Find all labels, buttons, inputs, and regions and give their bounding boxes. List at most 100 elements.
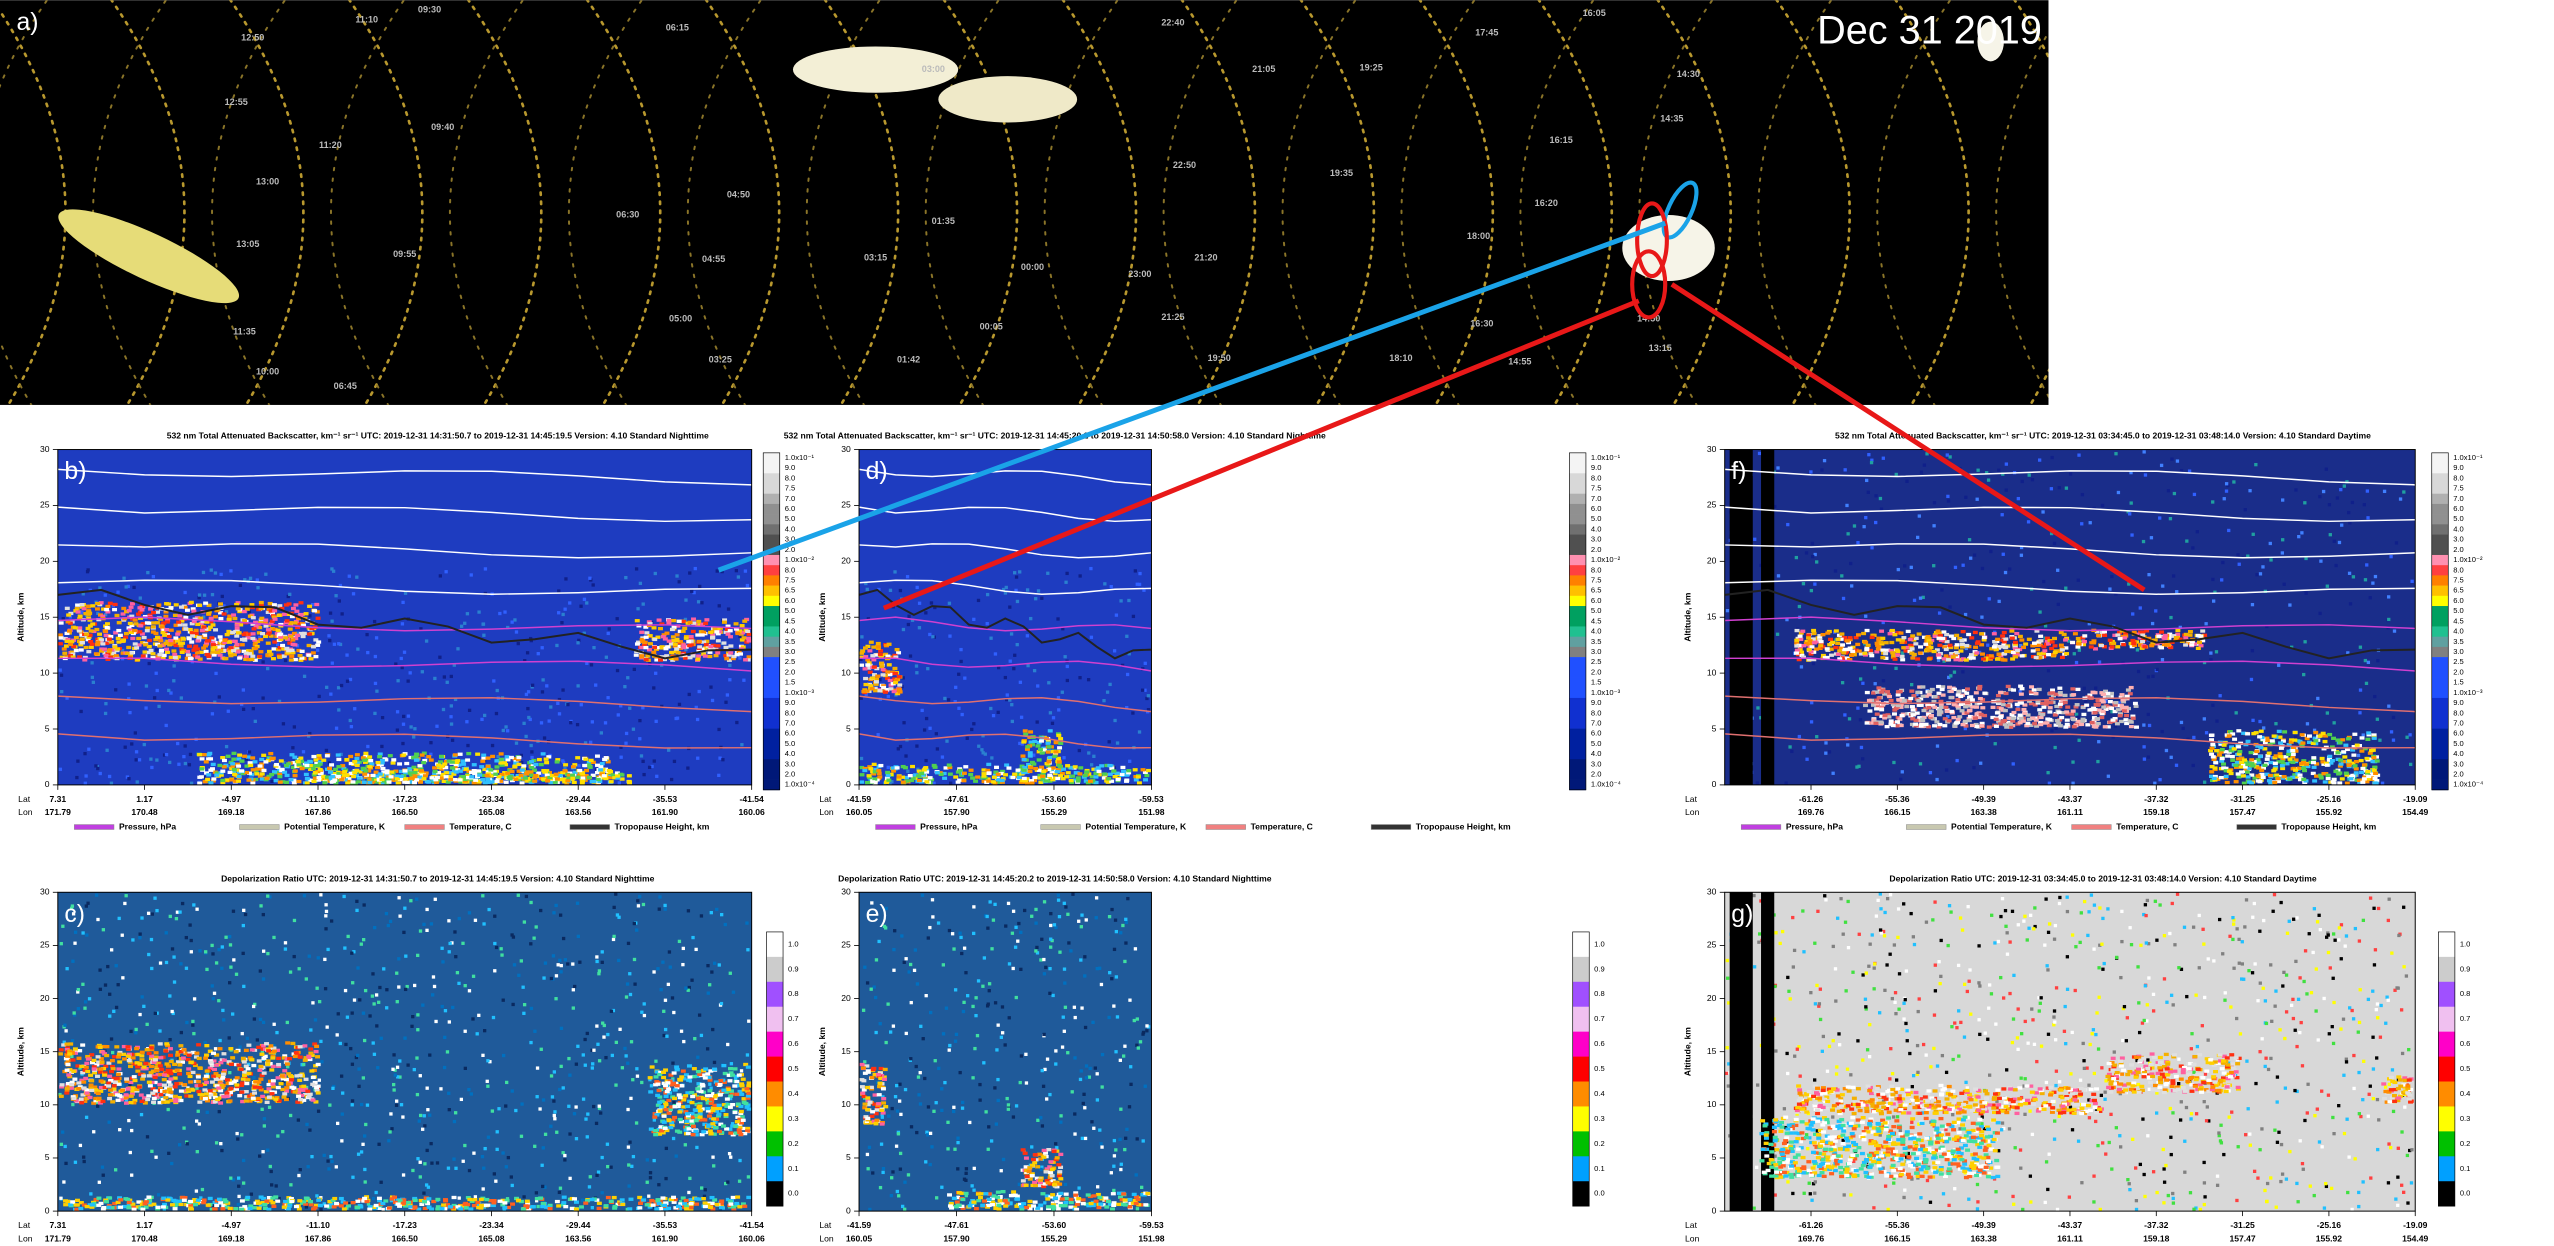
cloud-pixel [2011,717,2016,720]
curtain-speckle [2365,563,2368,566]
cloud-pixel [537,758,542,761]
curtain-speckle [2387,618,2390,621]
curtain-speckle [466,612,469,615]
cloud-pixel [1028,751,1033,754]
curtain-speckle [1882,457,1885,460]
curtain-speckle [1008,605,1011,608]
curtain-speckle [1106,691,1109,694]
cloud-pixel [2110,645,2115,648]
cloud-pixel [156,603,161,606]
curtain-speckle [1020,716,1023,719]
curtain-speckle [1947,499,1950,502]
curtain-speckle [84,782,87,785]
cloud-pixel [1836,653,1841,656]
curtain-speckle [2408,733,2411,736]
cloud-pixel [236,764,241,767]
curtain-speckle [266,667,269,670]
curtain-speckle [1010,703,1013,706]
cloud-pixel [1995,711,2000,714]
cloud-pixel [1921,695,1926,698]
cloud-pixel [268,752,273,755]
cloud-pixel [1978,697,1983,700]
cloud-pixel [314,758,319,761]
curtain-speckle [348,575,351,578]
curtain-speckle [1047,681,1050,684]
curtain-speckle [1036,684,1039,687]
curtain-speckle [716,569,719,572]
cloud-pixel [240,759,245,762]
cloud-pixel [112,608,117,611]
cloud-pixel [129,651,134,654]
cloud-pixel [879,662,884,665]
cloud-pixel [164,602,169,605]
cloud-pixel [2130,639,2135,642]
cloud-pixel [136,637,141,640]
cloud-pixel [190,634,195,637]
curtain-speckle [2405,736,2408,739]
curtain-speckle [148,662,151,665]
cloud-pixel [1951,655,1956,658]
cloud-pixel [305,764,310,767]
curtain-speckle [541,690,544,693]
curtain-speckle [711,699,714,702]
curtain-speckle [1972,766,1975,769]
curtain-speckle [366,745,369,748]
cloud-pixel [1908,697,1913,700]
cloud-pixel [885,771,890,774]
curtain-speckle [2325,468,2328,471]
cloud-pixel [1102,772,1107,775]
cloud-pixel [1927,657,1932,660]
cloud-pixel [577,769,582,772]
map-time: 00:05 [980,322,1003,332]
curtain-speckle [2180,721,2183,724]
curtain-speckle [2204,622,2207,625]
cloud-pixel [1892,633,1897,636]
cloud-pixel [2085,723,2090,726]
colorbar-label: 4.5 [785,616,796,625]
curtain-speckle [491,744,494,747]
cloud-pixel [2091,639,2096,642]
curtain-speckle [921,709,924,712]
cloud-pixel [1995,657,2000,660]
curtain-speckle [1815,735,1818,738]
curtain-speckle [994,652,997,655]
cloud-pixel [901,781,906,784]
cloud-pixel [651,651,656,654]
curtain-speckle [446,681,449,684]
cloud-pixel [86,650,91,653]
curtain-speckle [227,710,230,713]
curtain-speckle [425,639,428,642]
curtain-speckle [396,679,399,682]
curtain-speckle [480,718,483,721]
cloud-pixel [2059,716,2064,719]
cloud-pixel [180,642,185,645]
curtain-speckle [2269,542,2272,545]
cloud-pixel [681,646,686,649]
curtain-speckle [1785,782,1788,785]
cloud-pixel [222,759,227,762]
cloud-pixel [266,628,271,631]
curtain-speckle [1846,532,1849,535]
cloud-pixel [1126,769,1131,772]
cloud-pixel [1066,771,1071,774]
curtain-speckle [2028,473,2031,476]
cloud-pixel [942,777,947,780]
curtain-speckle [926,667,929,670]
cloud-pixel [2022,712,2027,715]
curtain-speckle [1859,677,1862,680]
cloud-pixel [133,618,138,621]
curtain-speckle [350,725,353,728]
curtain-speckle [972,722,975,725]
cloud-pixel [644,636,649,639]
curtain-speckle [433,677,436,680]
colorbar-label: 5.0 [1591,739,1602,748]
lon-label: Lon [819,807,834,817]
curtain-speckle [2348,521,2351,524]
cloud-pixel [1965,687,1970,690]
cloud-pixel [2089,645,2094,648]
curtain-speckle [588,577,591,580]
curtain-speckle [483,714,486,717]
y-tick-label: 25 [841,500,851,510]
cloud-pixel [968,773,973,776]
cloud-pixel [2122,709,2127,712]
